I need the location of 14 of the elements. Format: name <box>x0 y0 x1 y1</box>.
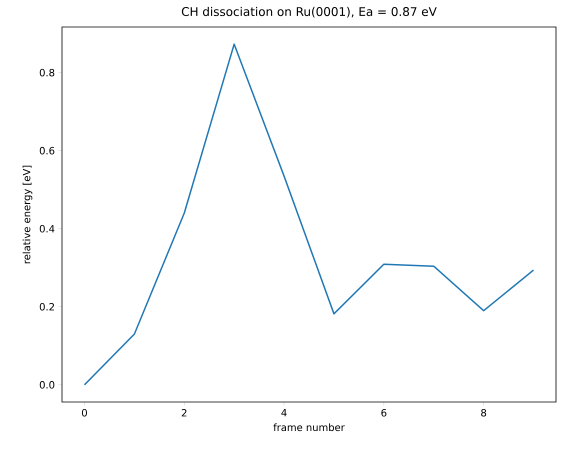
y-tick-label: 0.2 <box>40 303 54 311</box>
x-tick-label: 2 <box>182 409 186 416</box>
x-tick-label: 6 <box>381 409 386 417</box>
x-tick-label: 0 <box>82 409 87 417</box>
y-tick-label: 0.8 <box>40 68 54 76</box>
y-tick-label: 0.6 <box>40 146 54 154</box>
x-tick-label: 4 <box>281 409 287 416</box>
x-axis-title: frame number <box>273 423 345 432</box>
y-tick-label: 0.4 <box>40 224 54 233</box>
chart-title: CH dissociation on Ru(0001), Ea = 0.87 eV <box>182 6 437 18</box>
x-tick-label: 8 <box>481 409 486 417</box>
y-axis-title: relative energy [eV] <box>22 166 32 264</box>
y-tick-label: 0.0 <box>40 381 54 389</box>
line-series <box>84 43 534 386</box>
